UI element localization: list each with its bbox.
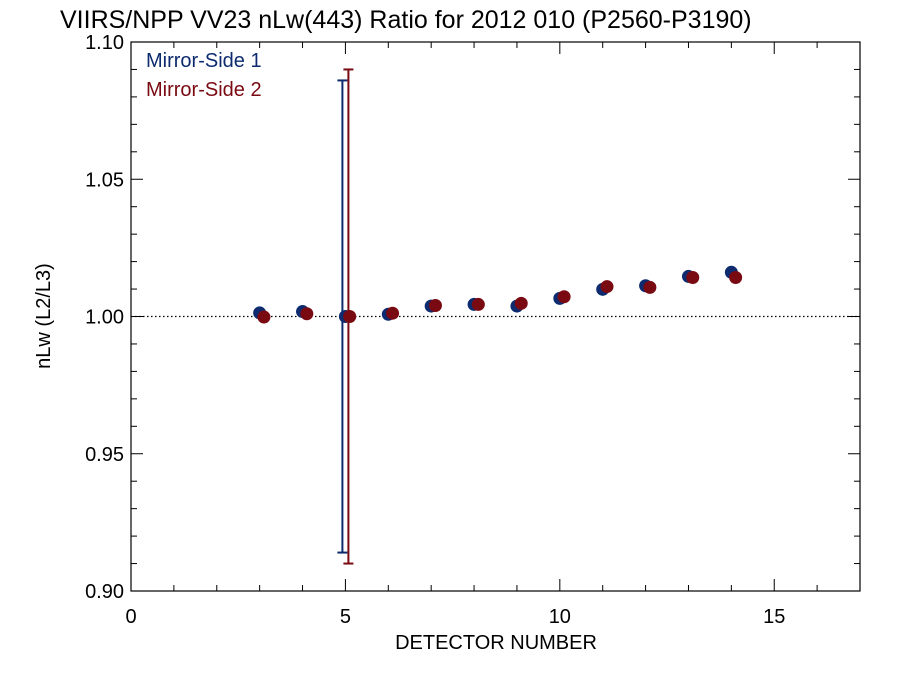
y-tick-label: 1.05 bbox=[85, 169, 124, 191]
data-point bbox=[343, 310, 357, 323]
y-axis-label: nLw (L2/L3) bbox=[33, 263, 55, 369]
data-point bbox=[643, 280, 657, 294]
y-tick-label: 1.00 bbox=[85, 307, 124, 329]
legend-entry: Mirror-Side 1 bbox=[146, 50, 262, 72]
data-point bbox=[257, 310, 271, 324]
chart-title: VIIRS/NPP VV23 nLw(443) Ratio for 2012 0… bbox=[60, 6, 752, 34]
data-point bbox=[386, 306, 400, 320]
axis-ticks: 0 5 10 15 0.90 0.95 1.00 1.05 1.10 bbox=[85, 32, 861, 628]
x-axis-label: DETECTOR NUMBER bbox=[395, 632, 597, 654]
x-tick-label: 0 bbox=[125, 606, 136, 628]
data-point bbox=[729, 271, 743, 285]
legend: Mirror-Side 1 Mirror-Side 2 bbox=[146, 50, 262, 101]
data-point bbox=[300, 307, 314, 321]
y-tick-label: 0.95 bbox=[85, 444, 124, 466]
data-point bbox=[514, 296, 528, 310]
x-tick-label: 10 bbox=[549, 606, 571, 628]
data-point bbox=[428, 299, 442, 313]
data-points bbox=[253, 265, 743, 324]
x-tick-label: 5 bbox=[340, 606, 351, 628]
y-tick-label: 0.90 bbox=[85, 581, 124, 603]
legend-entry: Mirror-Side 2 bbox=[146, 79, 262, 101]
x-tick-label: 15 bbox=[763, 606, 785, 628]
data-point bbox=[557, 290, 571, 304]
data-point bbox=[471, 297, 485, 311]
y-tick-label: 1.10 bbox=[85, 32, 124, 54]
data-point bbox=[600, 280, 614, 294]
data-point bbox=[686, 271, 700, 285]
